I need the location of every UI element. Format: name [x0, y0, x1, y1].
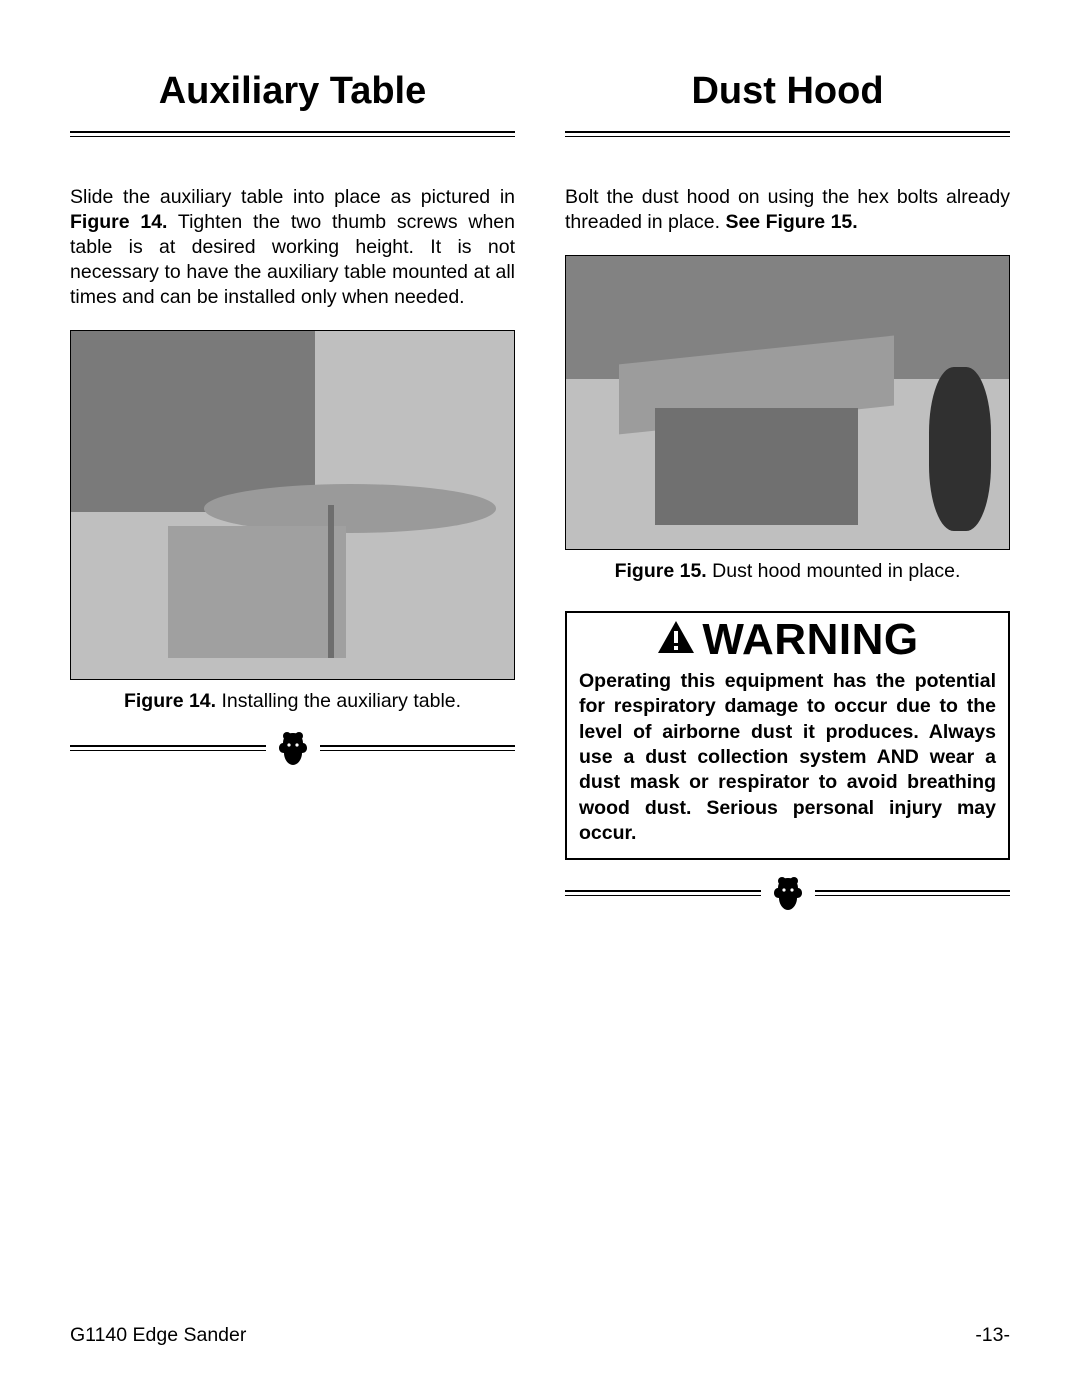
page-footer: G1140 Edge Sander -13-	[70, 1324, 1010, 1347]
right-column: Dust Hood Bolt the dust hood on using th…	[565, 70, 1010, 912]
divider-line	[70, 745, 266, 751]
warning-header: WARNING	[567, 613, 1008, 665]
figure-15-image	[565, 255, 1010, 550]
dust-hood-paragraph: Bolt the dust hood on using the hex bolt…	[565, 185, 1010, 235]
bear-icon	[771, 874, 805, 912]
divider-line	[320, 745, 516, 751]
warning-title: WARNING	[702, 615, 918, 665]
section-title-dust-hood: Dust Hood	[565, 70, 1010, 131]
left-column: Auxiliary Table Slide the auxiliary tabl…	[70, 70, 515, 912]
warning-triangle-icon	[656, 619, 696, 660]
caption-label: Figure 15.	[615, 560, 707, 582]
aux-table-paragraph: Slide the auxiliary table into place as …	[70, 185, 515, 310]
photo-shape	[655, 408, 859, 525]
section-divider	[70, 729, 515, 767]
warning-body-text: Operating this equipment has the potenti…	[567, 665, 1008, 858]
figure-15-caption: Figure 15. Dust hood mounted in place.	[565, 560, 1010, 583]
figure-14-image	[70, 330, 515, 680]
figure-14-caption: Figure 14. Installing the auxiliary tabl…	[70, 690, 515, 713]
figure-ref: See Figure 15.	[725, 211, 857, 233]
section-title-auxiliary-table: Auxiliary Table	[70, 70, 515, 131]
photo-shape	[328, 505, 334, 658]
caption-label: Figure 14.	[124, 690, 216, 712]
para-text: Slide the auxiliary table into place as …	[70, 186, 515, 208]
section-divider	[565, 874, 1010, 912]
photo-shape	[71, 331, 315, 512]
manual-page: Auxiliary Table Slide the auxiliary tabl…	[0, 0, 1080, 1397]
figure-ref: Figure 14.	[70, 211, 167, 233]
caption-text: Installing the auxiliary table.	[216, 690, 461, 712]
two-column-layout: Auxiliary Table Slide the auxiliary tabl…	[70, 70, 1010, 912]
footer-page-number: -13-	[975, 1324, 1010, 1347]
footer-product: G1140 Edge Sander	[70, 1324, 246, 1347]
caption-text: Dust hood mounted in place.	[707, 560, 961, 582]
bear-icon	[276, 729, 310, 767]
title-rule	[70, 131, 515, 137]
photo-shape	[168, 526, 345, 658]
photo-shape	[929, 367, 991, 531]
title-rule	[565, 131, 1010, 137]
warning-box: WARNING Operating this equipment has the…	[565, 611, 1010, 860]
divider-line	[815, 890, 1011, 896]
divider-line	[565, 890, 761, 896]
